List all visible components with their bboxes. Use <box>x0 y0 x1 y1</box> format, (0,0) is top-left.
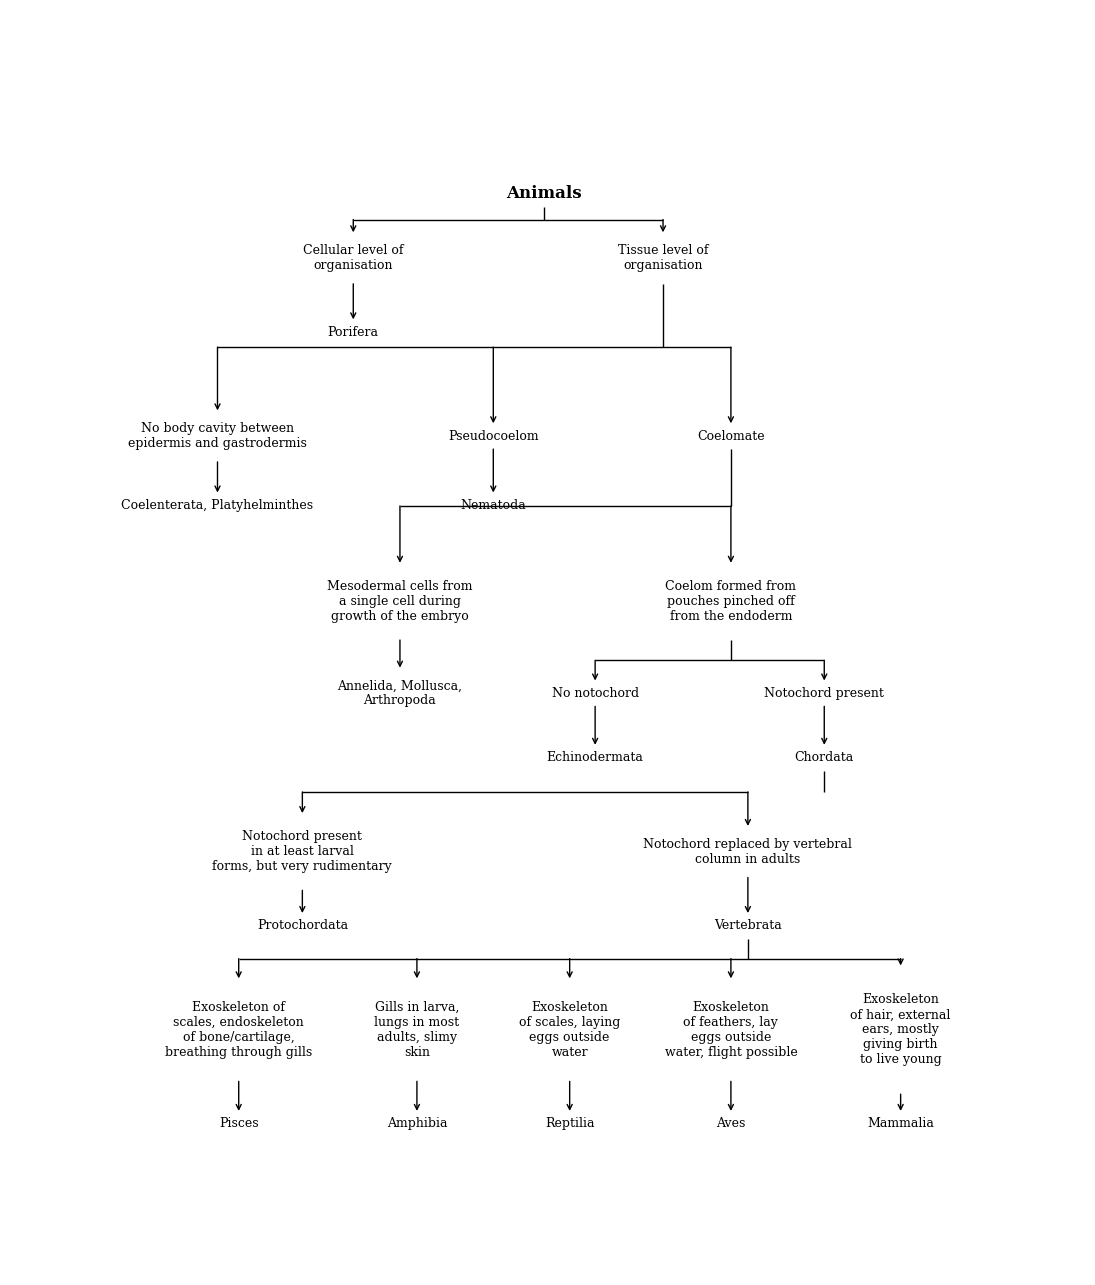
Text: Notochord present
in at least larval
forms, but very rudimentary: Notochord present in at least larval for… <box>212 830 392 874</box>
Text: Coelomate: Coelomate <box>698 429 764 443</box>
Text: Exoskeleton
of scales, laying
eggs outside
water: Exoskeleton of scales, laying eggs outsi… <box>519 1001 621 1059</box>
Text: Exoskeleton
of feathers, lay
eggs outside
water, flight possible: Exoskeleton of feathers, lay eggs outsid… <box>665 1001 797 1059</box>
Text: No notochord: No notochord <box>552 687 638 700</box>
Text: Porifera: Porifera <box>327 326 379 339</box>
Text: Cellular level of
organisation: Cellular level of organisation <box>303 244 404 272</box>
Text: Animals: Animals <box>506 185 583 202</box>
Text: Gills in larva,
lungs in most
adults, slimy
skin: Gills in larva, lungs in most adults, sl… <box>374 1001 460 1059</box>
Text: Pseudocoelom: Pseudocoelom <box>448 429 539 443</box>
Text: Notochord present: Notochord present <box>764 687 884 700</box>
Text: Notochord replaced by vertebral
column in adults: Notochord replaced by vertebral column i… <box>644 838 852 866</box>
Text: Coelom formed from
pouches pinched off
from the endoderm: Coelom formed from pouches pinched off f… <box>666 580 796 623</box>
Text: Annelida, Mollusca,
Arthropoda: Annelida, Mollusca, Arthropoda <box>337 680 462 708</box>
Text: Tissue level of
organisation: Tissue level of organisation <box>618 244 708 272</box>
Text: Pisces: Pisces <box>219 1118 258 1131</box>
Text: Vertebrata: Vertebrata <box>714 920 782 933</box>
Text: Protochordata: Protochordata <box>257 920 348 933</box>
Text: Chordata: Chordata <box>795 752 854 765</box>
Text: Exoskeleton of
scales, endoskeleton
of bone/cartilage,
breathing through gills: Exoskeleton of scales, endoskeleton of b… <box>165 1001 312 1059</box>
Text: Amphibia: Amphibia <box>387 1118 447 1131</box>
Text: Aves: Aves <box>716 1118 746 1131</box>
Text: Nematoda: Nematoda <box>460 499 527 511</box>
Text: Mammalia: Mammalia <box>867 1118 934 1131</box>
Text: Exoskeleton
of hair, external
ears, mostly
giving birth
to live young: Exoskeleton of hair, external ears, most… <box>851 993 950 1067</box>
Text: Echinodermata: Echinodermata <box>546 752 644 765</box>
Text: Reptilia: Reptilia <box>545 1118 595 1131</box>
Text: No body cavity between
epidermis and gastrodermis: No body cavity between epidermis and gas… <box>128 423 307 450</box>
Text: Coelenterata, Platyhelminthes: Coelenterata, Platyhelminthes <box>122 499 313 511</box>
Text: Mesodermal cells from
a single cell during
growth of the embryo: Mesodermal cells from a single cell duri… <box>327 580 473 623</box>
